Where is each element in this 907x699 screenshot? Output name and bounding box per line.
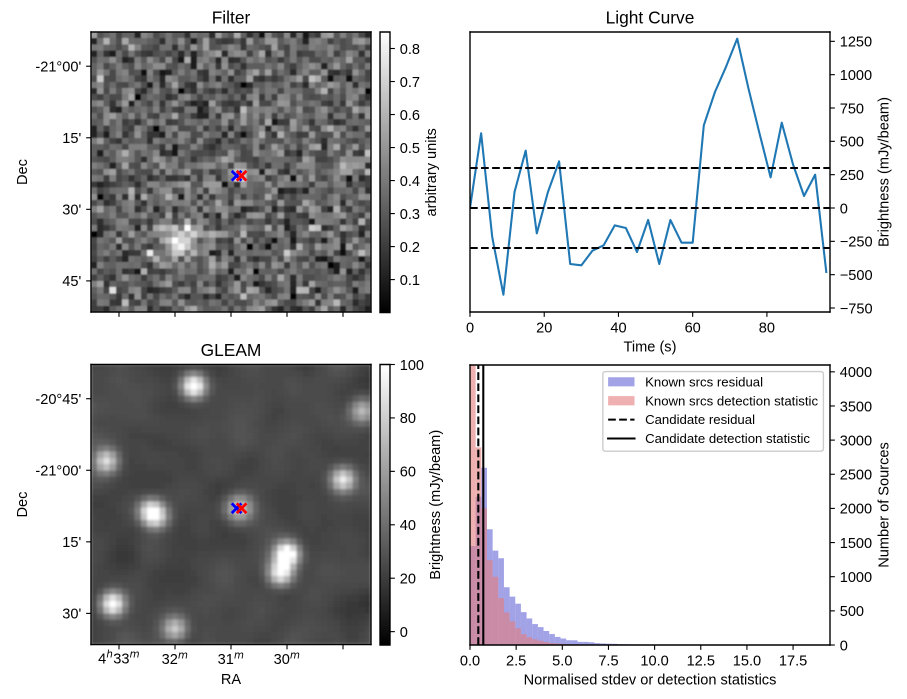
- svg-text:Normalised stdev or detection: Normalised stdev or detection statistics: [524, 672, 777, 688]
- svg-text:1000: 1000: [840, 570, 872, 586]
- svg-text:10.0: 10.0: [640, 653, 668, 669]
- svg-text:arbitrary units: arbitrary units: [424, 128, 440, 216]
- svg-text:30': 30': [62, 203, 81, 219]
- svg-text:4000: 4000: [840, 365, 872, 381]
- svg-text:Brightness (mJy/beam): Brightness (mJy/beam): [877, 97, 893, 247]
- svg-text:0.2: 0.2: [400, 240, 420, 256]
- svg-text:0.4: 0.4: [400, 174, 420, 190]
- svg-text:Known srcs detection statistic: Known srcs detection statistic: [645, 393, 818, 408]
- svg-text:−750: −750: [840, 301, 873, 317]
- svg-text:0.1: 0.1: [400, 273, 420, 289]
- svg-text:80: 80: [759, 320, 775, 336]
- svg-text:60: 60: [400, 465, 416, 481]
- svg-text:0.7: 0.7: [400, 75, 420, 91]
- svg-text:1000: 1000: [840, 68, 872, 84]
- svg-text:-21°00': -21°00': [35, 464, 81, 480]
- svg-text:7.5: 7.5: [598, 653, 618, 669]
- svg-text:-21°00': -21°00': [35, 60, 81, 76]
- svg-text:Dec: Dec: [15, 492, 31, 518]
- svg-text:15.0: 15.0: [733, 653, 761, 669]
- svg-text:0.0: 0.0: [460, 653, 480, 669]
- svg-text:15': 15': [62, 535, 81, 551]
- svg-text:0: 0: [466, 320, 474, 336]
- svg-text:750: 750: [840, 101, 864, 117]
- svg-text:Filter: Filter: [212, 8, 251, 28]
- svg-text:250: 250: [840, 168, 864, 184]
- svg-text:45': 45': [62, 274, 81, 290]
- svg-text:30': 30': [62, 607, 81, 623]
- svg-text:0: 0: [400, 625, 408, 641]
- svg-text:2000: 2000: [840, 502, 872, 518]
- svg-text:Known srcs residual: Known srcs residual: [645, 374, 763, 389]
- svg-text:1250: 1250: [840, 35, 872, 51]
- svg-text:5.0: 5.0: [552, 653, 572, 669]
- svg-text:1500: 1500: [840, 536, 872, 552]
- svg-text:100: 100: [400, 358, 424, 374]
- svg-text:0.6: 0.6: [400, 108, 420, 124]
- svg-text:60: 60: [685, 320, 701, 336]
- svg-text:Brightness (mJy/beam): Brightness (mJy/beam): [428, 430, 444, 580]
- svg-text:15': 15': [62, 131, 81, 147]
- svg-text:3500: 3500: [840, 399, 872, 415]
- svg-text:40: 40: [610, 320, 626, 336]
- svg-text:2.5: 2.5: [506, 653, 526, 669]
- svg-text:−500: −500: [840, 268, 873, 284]
- svg-text:0: 0: [840, 638, 848, 654]
- svg-text:20: 20: [400, 571, 416, 587]
- svg-text:Number of Sources: Number of Sources: [876, 442, 892, 568]
- svg-text:Light Curve: Light Curve: [606, 8, 695, 28]
- svg-text:Dec: Dec: [15, 159, 31, 185]
- svg-text:3000: 3000: [840, 433, 872, 449]
- svg-text:Time (s): Time (s): [624, 339, 677, 355]
- svg-text:80: 80: [400, 411, 416, 427]
- svg-text:Candidate residual: Candidate residual: [645, 412, 755, 427]
- svg-text:40: 40: [400, 518, 416, 534]
- svg-text:2500: 2500: [840, 468, 872, 484]
- svg-text:12.5: 12.5: [687, 653, 715, 669]
- svg-text:GLEAM: GLEAM: [201, 340, 262, 360]
- svg-text:0.3: 0.3: [400, 207, 420, 223]
- svg-text:Candidate detection statistic: Candidate detection statistic: [645, 431, 810, 446]
- svg-text:-20°45': -20°45': [35, 392, 81, 408]
- svg-text:17.5: 17.5: [779, 653, 807, 669]
- svg-text:0.5: 0.5: [400, 141, 420, 157]
- svg-text:500: 500: [840, 135, 864, 151]
- svg-text:0: 0: [840, 201, 848, 217]
- svg-text:500: 500: [840, 604, 864, 620]
- svg-text:20: 20: [536, 320, 552, 336]
- svg-text:0.8: 0.8: [400, 42, 420, 58]
- svg-text:RA: RA: [221, 672, 242, 688]
- svg-text:−250: −250: [840, 235, 873, 251]
